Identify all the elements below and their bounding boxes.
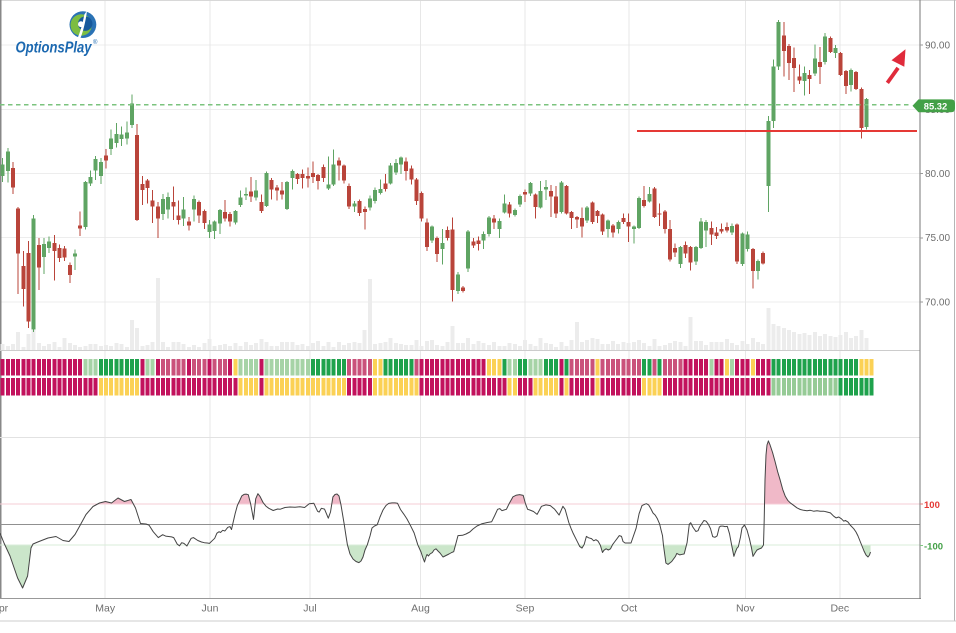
svg-text:Nov: Nov bbox=[736, 603, 755, 615]
svg-text:Aug: Aug bbox=[411, 603, 430, 615]
svg-text:100: 100 bbox=[924, 500, 940, 511]
svg-text:Apr: Apr bbox=[0, 603, 9, 615]
svg-text:90.00: 90.00 bbox=[925, 41, 950, 52]
svg-text:75.00: 75.00 bbox=[925, 233, 950, 244]
svg-text:-100: -100 bbox=[924, 542, 943, 553]
svg-text:Jun: Jun bbox=[202, 603, 219, 615]
svg-text:Oct: Oct bbox=[621, 603, 637, 615]
svg-text:85.32: 85.32 bbox=[924, 100, 947, 111]
svg-text:May: May bbox=[95, 603, 116, 615]
svg-text:Sep: Sep bbox=[516, 603, 535, 615]
svg-text:®: ® bbox=[93, 39, 98, 46]
svg-text:Dec: Dec bbox=[830, 603, 849, 615]
svg-text:80.00: 80.00 bbox=[925, 169, 950, 180]
svg-text:70.00: 70.00 bbox=[925, 298, 950, 309]
svg-text:OptionsPlay: OptionsPlay bbox=[16, 39, 93, 56]
svg-text:Jul: Jul bbox=[303, 603, 316, 615]
